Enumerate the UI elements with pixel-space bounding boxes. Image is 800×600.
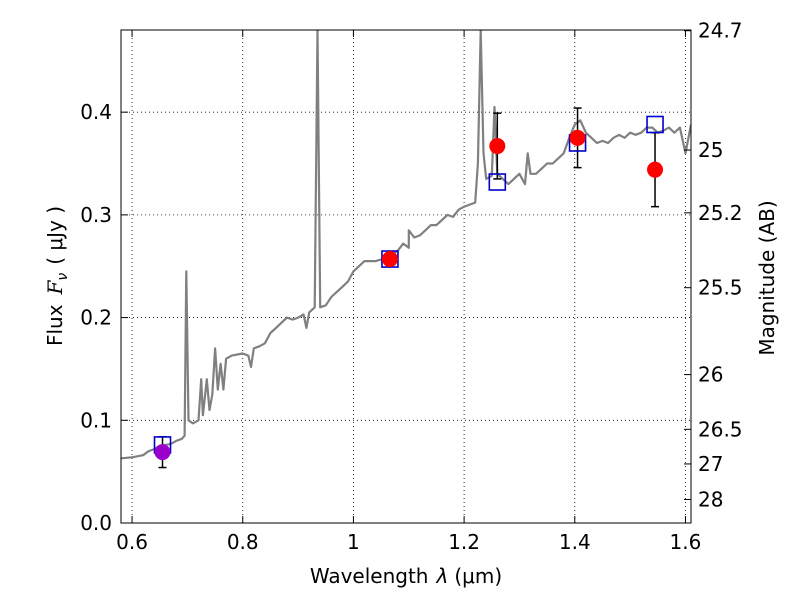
y-tick-label: 0.3 xyxy=(80,203,112,227)
spectrum-line xyxy=(121,30,691,460)
y2-tick-label: 25 xyxy=(698,138,723,162)
y-axis-label-symbol: F xyxy=(43,279,67,295)
y-axis-label-subscript: ν xyxy=(55,273,71,281)
x-tick-label: 1 xyxy=(347,530,360,554)
synthetic-photometry-square xyxy=(488,173,507,191)
synthetic-photometry-markers xyxy=(153,115,664,454)
x-tick-label: 1.6 xyxy=(670,530,702,554)
observed-photometry-point xyxy=(647,161,664,178)
synthetic-photometry-square xyxy=(646,115,664,134)
observed-photometry-point xyxy=(381,251,398,268)
x-tick-label: 0.8 xyxy=(227,530,259,554)
y2-axis-ticks: 24.7 25 25.2 25.5 26 26.5 27 28 xyxy=(684,19,743,511)
y2-tick-label: 25.5 xyxy=(698,276,743,300)
observed-photometry-point xyxy=(489,138,506,155)
observed-photometry-point xyxy=(154,444,171,461)
y2-tick-label: 24.7 xyxy=(698,19,743,43)
y2-tick-label: 26 xyxy=(698,363,723,387)
y2-tick-label: 26.5 xyxy=(698,417,743,441)
x-axis-label-prefix: Wavelength xyxy=(310,564,429,588)
x-axis-label: Wavelength λ (μm) xyxy=(310,564,502,588)
y-axis-label-unit: ( μJy ) xyxy=(43,206,67,265)
x-axis-label-unit: (μm) xyxy=(454,564,502,588)
x-tick-label: 0.6 xyxy=(116,530,148,554)
y-tick-label: 0.2 xyxy=(80,306,112,330)
y2-tick-label: 28 xyxy=(698,487,723,511)
error-bars xyxy=(158,107,660,469)
y2-tick-label: 25.2 xyxy=(698,201,743,225)
plot-frame xyxy=(120,29,692,524)
observed-photometry-markers xyxy=(154,129,664,461)
observed-photometry-point xyxy=(569,129,586,146)
x-tick-label: 1.4 xyxy=(559,530,591,554)
x-axis-ticks: 0.6 0.8 1 1.2 1.4 1.6 xyxy=(116,30,701,554)
spectrum-series xyxy=(121,30,691,460)
y2-axis-label: Magnitude (AB) xyxy=(755,200,779,355)
y-axis-label: Flux Fν ( μJy ) xyxy=(43,206,71,346)
y-axis-label-prefix: Flux xyxy=(43,304,67,346)
x-axis-label-symbol: λ xyxy=(436,564,449,588)
x-tick-label: 1.2 xyxy=(448,530,480,554)
y-tick-label: 0.0 xyxy=(80,511,112,535)
grid-lines xyxy=(121,30,691,524)
y2-tick-label: 27 xyxy=(698,452,723,476)
y-tick-label: 0.1 xyxy=(80,408,112,432)
y-axis-ticks: 0.0 0.1 0.2 0.3 0.4 xyxy=(80,100,128,535)
y-tick-label: 0.4 xyxy=(80,100,112,124)
